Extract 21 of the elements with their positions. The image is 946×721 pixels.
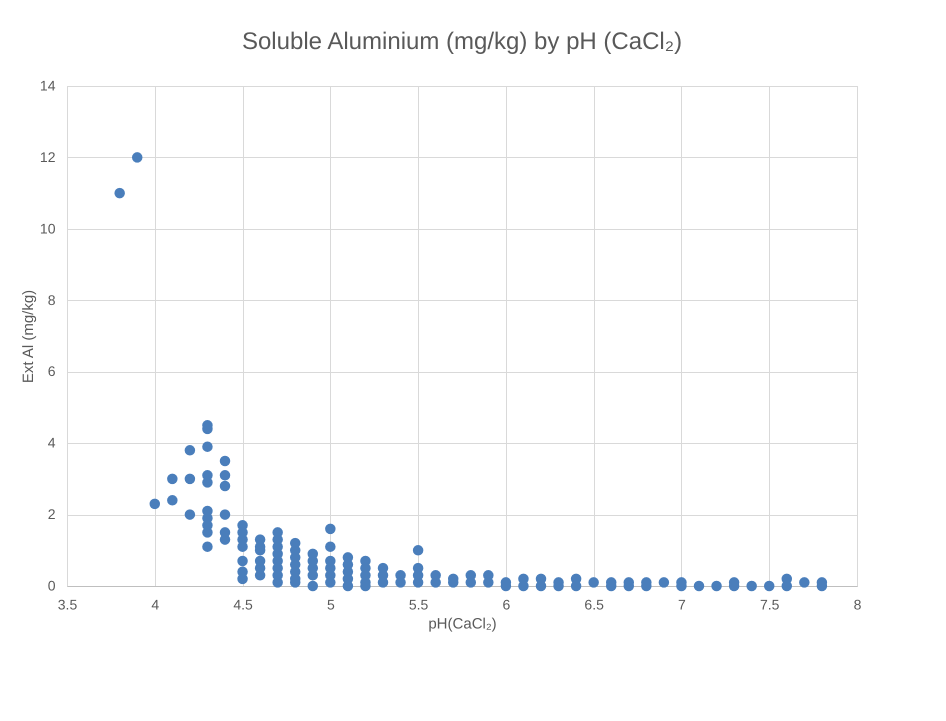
y-tick-label: 6 (48, 363, 56, 380)
x-tick-label: 7 (678, 596, 686, 612)
x-tick-label: 5 (326, 596, 335, 612)
x-tick-label: 6 (502, 596, 510, 612)
y-tick-label: 4 (48, 434, 56, 451)
x-tick-label: 5.5 (408, 596, 429, 612)
x-axis-title: pH(CaCl₂) (428, 616, 497, 632)
x-tick-label: 8 (854, 596, 862, 612)
chart-title: Soluble Aluminium (mg/kg) by pH (CaCl₂) (242, 28, 682, 55)
x-tick-label: 4.5 (233, 596, 253, 612)
y-tick-label: 8 (48, 292, 56, 308)
x-tick-label: 4 (151, 596, 160, 612)
y-tick-label: 10 (40, 220, 56, 236)
y-tick-label: 14 (40, 78, 56, 94)
y-tick-label: 0 (48, 578, 56, 594)
x-tick-label: 7.5 (760, 596, 780, 612)
y-tick-label: 2 (48, 506, 56, 522)
y-axis-title: Ext Al (mg/kg) (20, 290, 37, 384)
x-tick-label: 3.5 (58, 596, 78, 612)
x-tick-label: 6.5 (584, 596, 604, 612)
y-tick-label: 12 (40, 148, 56, 165)
